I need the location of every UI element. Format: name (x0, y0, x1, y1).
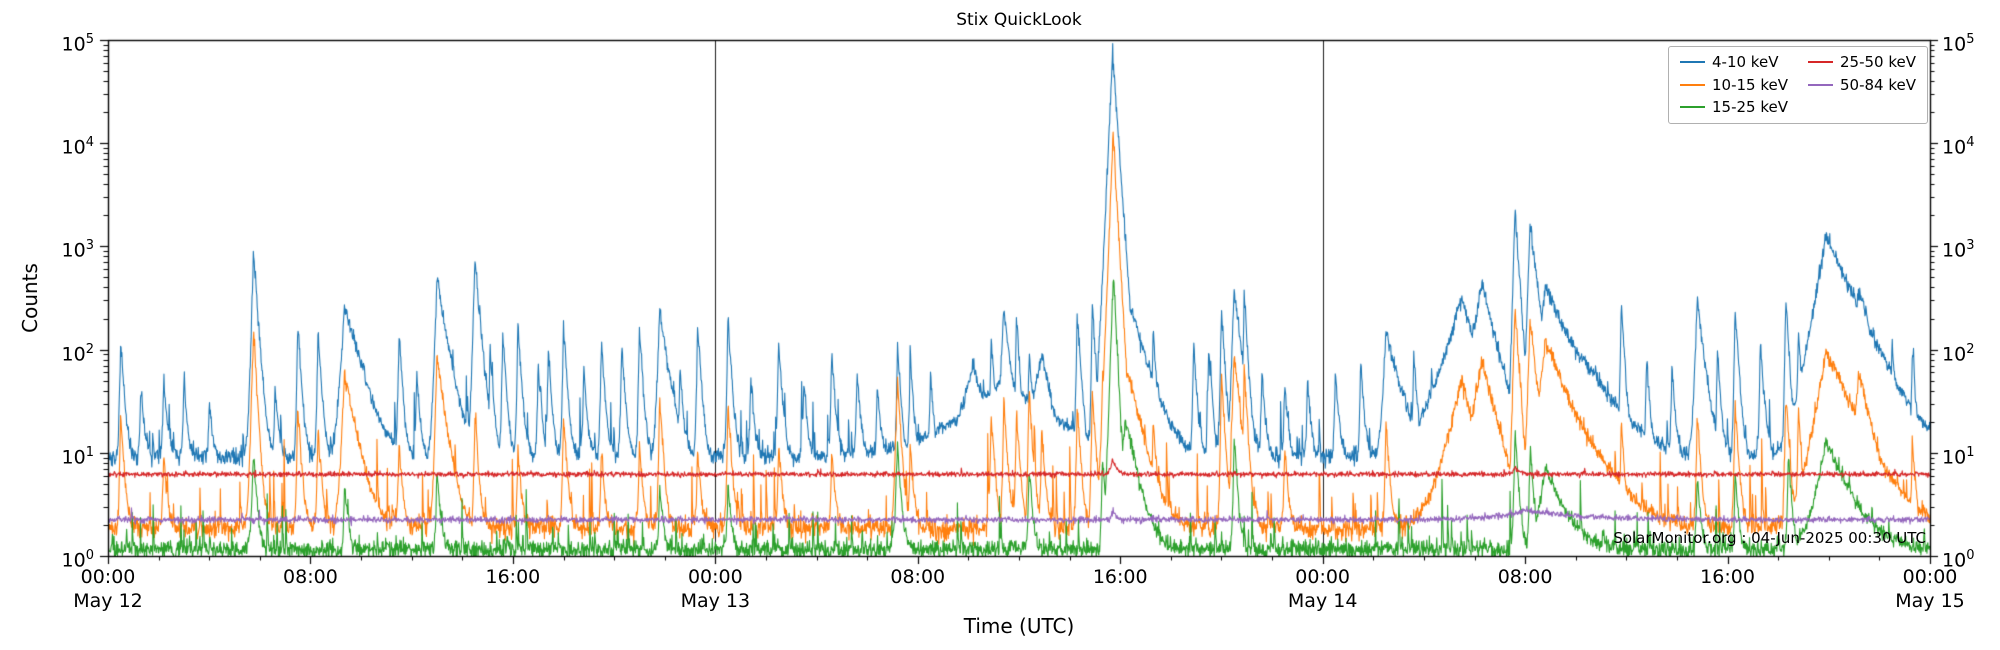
legend-item-10-15-kev: 10-15 keV (1680, 75, 1788, 94)
legend-label: 4-10 keV (1712, 53, 1779, 71)
legend-item-50-84-kev: 50-84 keV (1808, 75, 1916, 94)
legend-line-swatch (1680, 61, 1705, 64)
legend-label: 15-25 keV (1712, 98, 1788, 116)
chart-title: Stix QuickLook (956, 10, 1082, 30)
legend-label: 10-15 keV (1712, 75, 1788, 94)
credit-annotation: SolarMonitor.org : 04-Jun-2025 00:30 UTC (1613, 529, 1926, 547)
legend-label: 25-50 keV (1840, 53, 1916, 71)
legend-item-25-50-kev: 25-50 keV (1808, 54, 1916, 71)
legend-line-swatch (1680, 83, 1705, 86)
legend-label: 50-84 keV (1840, 75, 1916, 94)
legend-item-4-10-kev: 4-10 keV (1680, 54, 1788, 71)
legend-line-swatch (1808, 83, 1833, 86)
y-axis-label: Counts (18, 263, 42, 333)
legend-item-15-25-kev: 15-25 keV (1680, 99, 1788, 116)
legend: 4-10 keV 10-15 keV 15-25 keV 25-50 keV 50-84… (1668, 46, 1928, 124)
legend-line-swatch (1808, 61, 1833, 64)
legend-column: 4-10 keV 10-15 keV 15-25 keV (1680, 54, 1788, 116)
legend-line-swatch (1680, 106, 1705, 109)
legend-column: 25-50 keV 50-84 keV (1808, 54, 1916, 116)
x-axis-label: Time (UTC) (963, 614, 1075, 638)
